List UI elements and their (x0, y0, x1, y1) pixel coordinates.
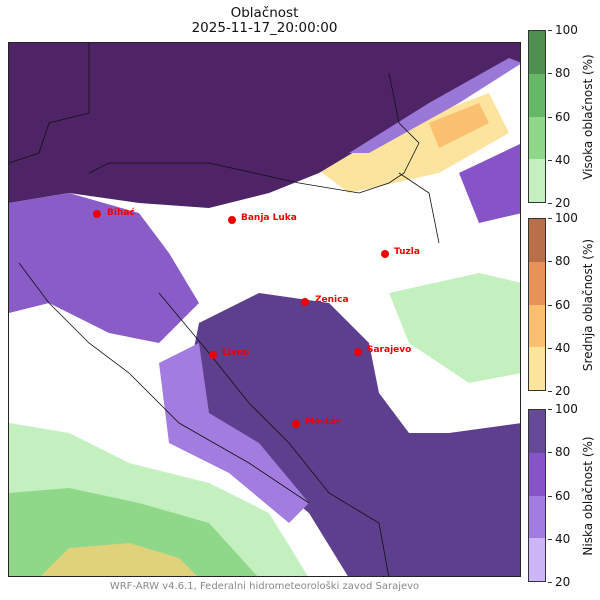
colorbar-swatch (529, 410, 545, 453)
colorbar-swatch (529, 347, 545, 390)
low-cloud-east (459, 143, 520, 223)
borders (9, 43, 440, 576)
map-timestamp: 2025-11-17_20:00:00 (191, 20, 338, 36)
footer-credit: WRF-ARW v4.6.1, Federalni hidrometeorolo… (109, 581, 420, 592)
colorbar-tick: 60 (548, 298, 570, 312)
colorbar-tick: 20 (548, 196, 570, 210)
city-label-sarajevo: Sarajevo (367, 345, 412, 355)
colorbar-label: Niska oblačnost (%) (581, 435, 595, 556)
colorbar-tick: 40 (548, 532, 570, 546)
low-cloud-west (9, 193, 199, 343)
colorbar-tick: 20 (548, 384, 570, 398)
city-label-tuzla: Tuzla (394, 247, 420, 257)
city-marker-mostar (292, 420, 300, 428)
colorbar-tick: 40 (548, 341, 570, 355)
colorbar-tick: 100 (548, 211, 578, 225)
low-cloud-south (179, 293, 520, 576)
colorbar-swatch (529, 495, 545, 539)
city-marker-sarajevo (354, 348, 362, 356)
colorbar-swatch (529, 116, 545, 160)
colorbar-tick: 40 (548, 153, 570, 167)
colorbar-swatch (529, 159, 545, 202)
city-label-mostar: Mostar (305, 417, 341, 427)
city-label-livno: Livno (222, 348, 250, 358)
colorbar-tick: 80 (548, 66, 570, 80)
colorbar-tick: 60 (548, 110, 570, 124)
colorbar-1 (528, 218, 546, 391)
city-marker-bihac (93, 210, 101, 218)
colorbar-tick: 100 (548, 402, 578, 416)
colorbar-swatch (529, 304, 545, 348)
colorbar-swatch (529, 219, 545, 262)
colorbar-swatch (529, 452, 545, 496)
colorbar-tick: 80 (548, 254, 570, 268)
mid-cloud-yellow (41, 543, 197, 576)
colorbar-swatch (529, 31, 545, 74)
colorbar-tick: 20 (548, 575, 570, 589)
low-cloud-north-edge (349, 58, 520, 153)
colorbar-swatch (529, 73, 545, 117)
mid-cloud-orange2 (429, 103, 489, 148)
city-marker-tuzla (381, 250, 389, 258)
low-cloud-north (9, 43, 520, 208)
cloud-cover-map (8, 42, 521, 577)
colorbar-tick: 100 (548, 23, 578, 37)
colorbar-tick: 80 (548, 445, 570, 459)
map-title: Oblačnost (230, 5, 299, 21)
city-marker-banja-luka (228, 216, 236, 224)
colorbar-tick: 60 (548, 489, 570, 503)
colorbar-swatch (529, 538, 545, 581)
colorbar-swatch (529, 261, 545, 305)
map-layers (9, 43, 520, 576)
high-cloud-east (389, 273, 520, 383)
colorbar-2 (528, 409, 546, 582)
colorbar-label: Srednja oblačnost (%) (581, 238, 595, 371)
colorbar-0 (528, 30, 546, 203)
city-label-zenica: Zenica (315, 295, 349, 305)
city-label-bihac: Bihać (107, 208, 135, 218)
city-marker-zenica (301, 298, 309, 306)
city-label-banja-luka: Banja Luka (241, 213, 297, 223)
city-marker-livno (209, 351, 217, 359)
colorbar-label: Visoka oblačnost (%) (581, 53, 595, 180)
